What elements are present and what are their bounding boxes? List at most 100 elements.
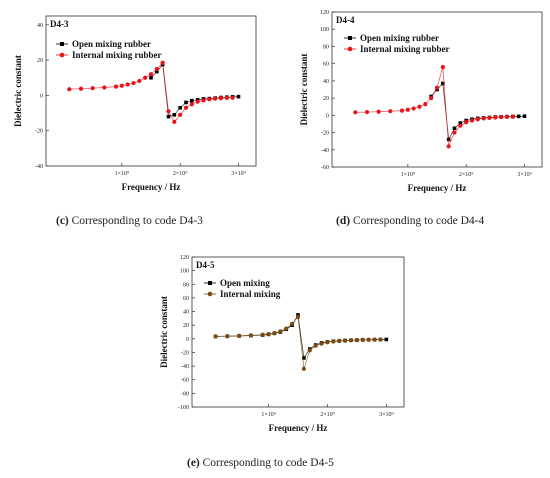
chart-d4-5: -100 -80 -60 -40 -20 0 20 40 60 80 100 120 1×10⁹ 2×10… <box>159 255 405 433</box>
y-tick-label: 80 <box>323 44 329 50</box>
data-point <box>440 65 445 70</box>
panel-label: D4-3 <box>50 19 69 29</box>
data-point <box>160 60 165 65</box>
data-point <box>364 109 370 115</box>
data-point <box>441 81 445 86</box>
y-tick-label: 20 <box>183 323 189 329</box>
chart-panel-c: -40 -20 0 20 40 1×10⁹ 2×10⁹ 3×10⁹ Frequency / Hz… <box>0 0 275 205</box>
data-point <box>184 100 188 105</box>
data-point <box>125 82 130 87</box>
y-tick-label: -60 <box>181 378 189 384</box>
y-tick-label: 40 <box>37 23 43 29</box>
caption-code: (d) <box>336 215 351 227</box>
data-point <box>236 94 241 99</box>
y-tick-label: 100 <box>180 269 189 275</box>
data-point <box>372 337 377 342</box>
y-tick-label: 20 <box>323 96 329 102</box>
y-tick-label: 60 <box>323 62 329 68</box>
legend-swatch-marker <box>347 46 353 52</box>
data-point <box>429 96 434 101</box>
x-tick-label: 3×10⁹ <box>231 171 245 177</box>
chart-d4-4: -60 -40 -20 0 20 40 60 80 100 120 1×10⁹ 2×10⁹ 3×10⁹ F… <box>299 10 543 193</box>
series-line <box>215 316 381 369</box>
y-tick-label: -80 <box>181 391 189 397</box>
legend-swatch-marker <box>60 42 64 46</box>
data-point <box>78 86 84 91</box>
series-1 <box>213 314 383 371</box>
panel-label: D4-4 <box>336 15 355 25</box>
data-point <box>301 366 306 371</box>
legend-entry: Internal mixing rubber <box>72 50 162 60</box>
legend-entry: Internal mixing rubber <box>360 44 450 54</box>
data-point <box>248 333 253 338</box>
data-point <box>266 331 271 337</box>
data-point <box>154 66 159 72</box>
data-point <box>411 106 416 111</box>
data-point <box>417 104 422 109</box>
data-point <box>137 78 142 84</box>
y-tick-label: 60 <box>183 296 189 302</box>
legend-swatch-marker <box>59 52 65 58</box>
data-point <box>313 343 318 348</box>
y-tick-label: 120 <box>320 10 329 16</box>
series-0 <box>429 81 527 142</box>
data-point <box>307 348 312 353</box>
data-point <box>388 109 393 114</box>
data-point <box>510 114 515 119</box>
caption-text: Corresponding to code D4-3 <box>68 215 203 227</box>
data-point <box>405 107 410 112</box>
x-axis-title: Frequency / Hz <box>122 182 181 192</box>
data-point <box>337 338 342 344</box>
data-point <box>376 109 381 114</box>
x-tick-label: 2×10⁹ <box>459 172 473 178</box>
data-point <box>278 329 283 334</box>
series-1 <box>67 60 235 124</box>
y-tick-label: 20 <box>37 58 43 64</box>
data-point <box>516 114 521 119</box>
legend-swatch-marker <box>348 36 352 40</box>
legend-entry: Open mixing <box>220 278 270 288</box>
data-point <box>218 96 224 101</box>
data-point <box>213 334 218 339</box>
series-line <box>215 313 387 359</box>
data-point <box>143 75 148 80</box>
legend-entry: Open mixing rubber <box>72 39 151 49</box>
data-point <box>475 117 480 122</box>
data-point <box>213 96 218 101</box>
data-point <box>190 98 194 103</box>
y-tick-label: 0 <box>40 93 43 99</box>
series-line <box>69 62 233 123</box>
legend-swatch-marker <box>208 281 212 285</box>
series-0 <box>149 62 241 119</box>
caption-e: (e) Corresponding to code D4-5 <box>187 457 334 469</box>
y-tick-label: -40 <box>321 148 329 154</box>
y-tick-label: -40 <box>35 164 43 170</box>
data-point <box>284 326 289 331</box>
data-point <box>458 123 463 128</box>
legend-entry: Internal mixing <box>220 289 281 299</box>
x-tick-label: 3×10⁹ <box>517 172 531 178</box>
caption-text: Corresponding to code D4-4 <box>350 215 485 227</box>
data-point <box>178 112 183 117</box>
y-tick-label: 0 <box>186 337 189 343</box>
data-point <box>343 338 348 343</box>
data-point <box>260 332 265 337</box>
data-point <box>319 341 324 346</box>
data-point <box>67 87 72 92</box>
plot-frame <box>191 256 405 408</box>
data-point <box>325 340 330 345</box>
caption-code: (c) <box>56 215 69 227</box>
y-tick-label: -40 <box>181 364 189 370</box>
data-point <box>366 337 371 342</box>
data-point <box>399 108 405 113</box>
data-point <box>384 337 389 342</box>
chart-panel-e: -100 -80 -60 -40 -20 0 20 40 60 80 100 120 1×10⁹ 2×10… <box>148 245 410 450</box>
data-point <box>166 114 171 119</box>
y-tick-label: 100 <box>320 27 329 33</box>
y-axis-title: Dielectric constant <box>299 54 309 126</box>
data-point <box>469 118 475 123</box>
data-point <box>183 105 189 110</box>
data-point <box>504 114 510 119</box>
caption-text: Corresponding to code D4-5 <box>199 457 334 469</box>
